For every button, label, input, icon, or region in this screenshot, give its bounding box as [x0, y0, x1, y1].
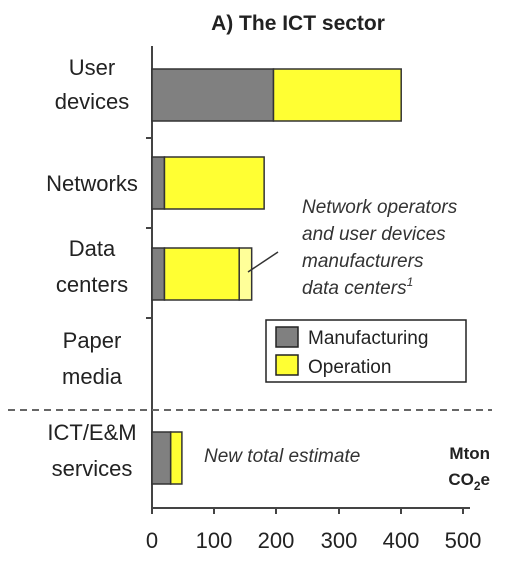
bar-operation: [272, 68, 402, 122]
chart-title: A) The ICT sector: [211, 12, 385, 35]
bar-operation: [163, 247, 240, 301]
category-label-line: ICT/E&M: [47, 420, 136, 445]
bar-data-centers-extra-segment: [238, 247, 253, 301]
x-tick-label: 500: [445, 528, 482, 553]
category-label: User devices: [55, 55, 130, 114]
legend-swatch-manufacturing: [275, 326, 299, 348]
x-tick-label: 0: [146, 528, 158, 553]
x-tick-label: 200: [258, 528, 295, 553]
bar-operation: [169, 431, 183, 485]
bar-manufacturing: [151, 247, 166, 301]
x-tick-label: 100: [196, 528, 233, 553]
legend-swatch-operation: [275, 354, 299, 376]
data-centers-note-superscript: 1: [407, 275, 414, 289]
x-tick-label: 400: [383, 528, 420, 553]
category-label-line: devices: [55, 89, 130, 114]
category-label-line: Paper: [63, 328, 122, 353]
category-label-line: Data: [69, 236, 116, 261]
unit-label-line-2: CO2e: [448, 470, 490, 493]
legend-label-operation: Operation: [308, 357, 391, 378]
x-tick-labels: 0 100 200 300 400 500: [146, 528, 481, 553]
bars: [151, 68, 402, 485]
x-tick-label: 300: [321, 528, 358, 553]
category-label: Paper media: [62, 328, 123, 389]
bar-manufacturing: [151, 68, 275, 122]
category-label-line: centers: [56, 272, 128, 297]
category-label: Networks: [46, 171, 138, 196]
category-label-line: media: [62, 364, 123, 389]
data-centers-note-line-4: data centers: [302, 278, 407, 299]
unit-label-subscript: 2: [474, 479, 481, 493]
bar-manufacturing: [151, 156, 166, 210]
total-estimate-note: New total estimate: [204, 446, 360, 467]
category-label: ICT/E&M services: [47, 420, 136, 481]
legend: Manufacturing Operation: [265, 319, 467, 383]
data-centers-note-line-3: manufacturers: [302, 251, 424, 272]
category-label-line: User: [69, 55, 115, 80]
data-centers-note-line-2: and user devices: [302, 224, 446, 245]
legend-frame: [265, 319, 467, 383]
unit-label-co: CO: [448, 470, 474, 489]
legend-label-manufacturing: Manufacturing: [308, 328, 428, 349]
unit-label-tail: e: [481, 470, 490, 489]
bar-operation: [163, 156, 265, 210]
data-centers-note: Network operators and user devices manuf…: [302, 197, 463, 299]
category-labels: User devices Networks Data centers Paper media…: [46, 55, 138, 481]
unit-label-line-1: Mton: [449, 444, 490, 463]
data-centers-note-line-1: Network operators: [302, 197, 458, 218]
category-label-line: Networks: [46, 171, 138, 196]
annotation-leader-line: [247, 251, 279, 273]
bar-manufacturing: [151, 431, 172, 485]
category-label: Data centers: [56, 236, 128, 297]
category-label-line: services: [52, 456, 133, 481]
